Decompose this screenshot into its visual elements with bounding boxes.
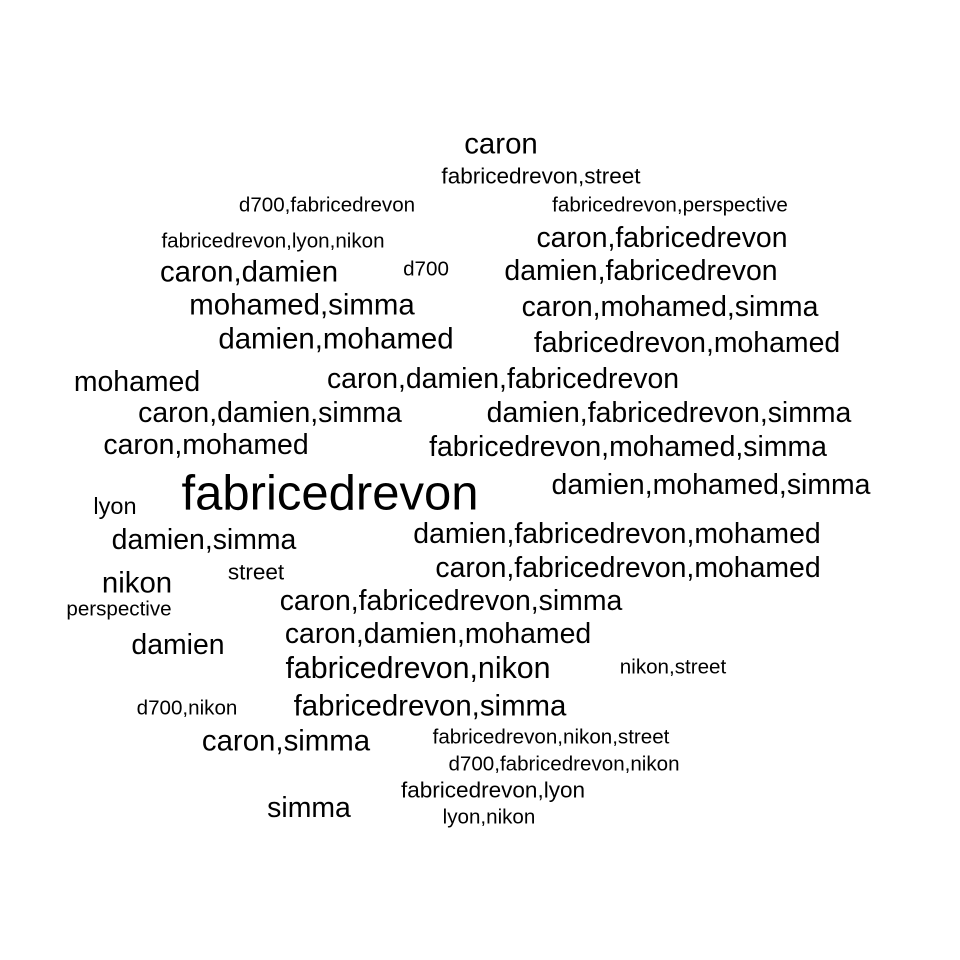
word: damien — [131, 628, 225, 661]
word: caron,simma — [201, 724, 371, 758]
word: fabricedrevon,street — [441, 163, 641, 189]
word: mohamed — [73, 365, 201, 398]
word: fabricedrevon,nikon — [285, 650, 551, 685]
word: mohamed,simma — [189, 288, 415, 322]
word: fabricedrevon,mohamed — [533, 326, 841, 359]
word: d700,fabricedrevon,nikon — [448, 752, 680, 776]
word: lyon — [93, 493, 137, 520]
word: caron — [464, 127, 538, 161]
word: simma — [267, 791, 351, 824]
word: caron,damien,mohamed — [284, 617, 592, 650]
word: fabricedrevon — [181, 466, 479, 521]
word: fabricedrevon,lyon,nikon — [161, 229, 385, 253]
word: caron,mohamed — [103, 428, 309, 461]
word: damien,fabricedrevon — [504, 254, 778, 287]
word: damien,fabricedrevon,mohamed — [413, 517, 821, 550]
word: perspective — [66, 597, 172, 621]
word: caron,fabricedrevon — [536, 221, 788, 254]
word: caron,fabricedrevon,mohamed — [435, 551, 821, 584]
word: lyon,nikon — [442, 805, 536, 829]
word: d700,fabricedrevon — [238, 193, 416, 217]
word: caron,damien,simma — [138, 396, 402, 429]
word: caron,damien,fabricedrevon — [326, 362, 680, 395]
word: fabricedrevon,mohamed,simma — [429, 430, 827, 463]
word: caron,damien — [159, 255, 339, 289]
word: street — [227, 559, 285, 585]
word: fabricedrevon,simma — [293, 689, 567, 723]
word: damien,simma — [111, 523, 297, 556]
word: damien,fabricedrevon,simma — [486, 396, 852, 429]
word: d700 — [403, 257, 449, 281]
word: d700,nikon — [136, 696, 238, 720]
word: nikon,street — [619, 655, 727, 679]
word: fabricedrevon,nikon,street — [432, 725, 670, 749]
word: fabricedrevon,lyon — [400, 777, 586, 803]
word: caron,fabricedrevon,simma — [279, 584, 623, 617]
word: caron,mohamed,simma — [521, 290, 819, 323]
word: nikon — [101, 566, 173, 600]
word: damien,mohamed — [218, 322, 454, 356]
word: damien,mohamed,simma — [551, 468, 871, 501]
word: fabricedrevon,perspective — [552, 193, 788, 217]
